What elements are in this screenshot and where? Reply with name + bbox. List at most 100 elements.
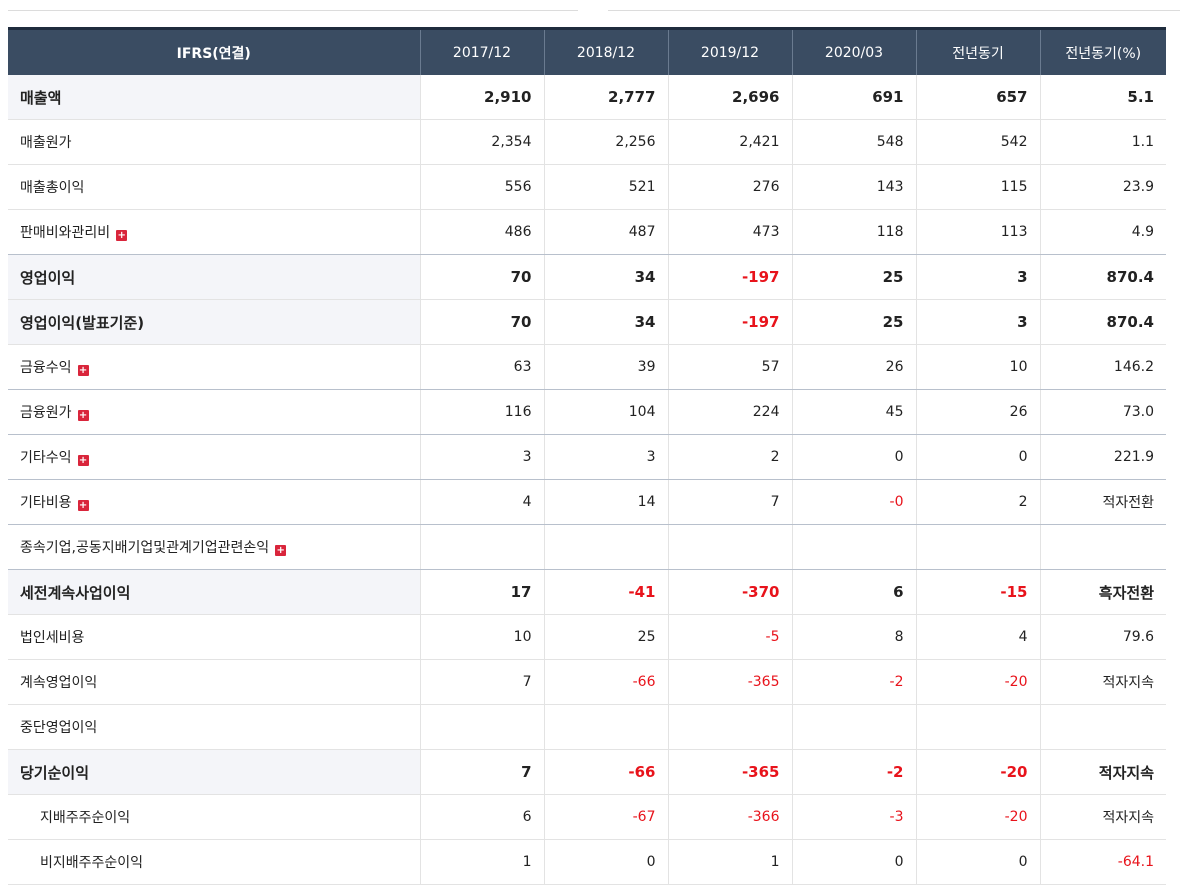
value-cell: 4 [915, 614, 1040, 660]
value-cell [915, 524, 1040, 570]
row-label-cell: 영업이익(발표기준) [8, 299, 420, 345]
value-cell [1039, 524, 1166, 570]
table-row: 법인세비용 10 25 -5 8 4 79.6 [8, 614, 1166, 660]
value-cell: 691 [791, 75, 916, 120]
value-cell: 적자지속 [1039, 659, 1166, 705]
value-cell: -41 [543, 569, 668, 615]
value-cell: 0 [791, 839, 916, 885]
row-label-cell: 매출총이익 [8, 164, 420, 210]
expand-plus-icon[interactable]: + [275, 545, 287, 556]
row-label: 금융원가 [20, 405, 72, 421]
value-cell: 10 [419, 614, 544, 660]
value-cell: 2 [915, 479, 1040, 525]
value-cell: 적자지속 [1039, 794, 1166, 840]
table-row: 기타비용 +4 14 7 -0 2 적자전환 [8, 479, 1166, 525]
value-cell: 521 [543, 164, 668, 210]
value-cell [667, 704, 792, 750]
value-cell: 79.6 [1039, 614, 1166, 660]
table-row: 판매비와관리비 +486 487 473 118 113 4.9 [8, 209, 1166, 255]
table-row: 계속영업이익 7 -66 -365 -2 -20 적자지속 [8, 659, 1166, 705]
value-cell: 34 [543, 254, 668, 300]
table-row: 지배주주순이익 6 -67 -366 -3 -20 적자지속 [8, 794, 1166, 840]
value-cell: 70 [419, 254, 544, 300]
table-row: 종속기업,공동지배기업및관계기업관련손익 + [8, 524, 1166, 570]
value-cell: 104 [543, 389, 668, 435]
value-cell: 224 [667, 389, 792, 435]
row-label: 비지배주주순이익 [40, 855, 144, 871]
row-label-cell: 비지배주주순이익 [8, 839, 420, 885]
value-cell: 14 [543, 479, 668, 525]
value-cell: -365 [667, 659, 792, 705]
row-label-cell: 기타수익 + [8, 434, 420, 480]
value-cell: 3 [915, 254, 1040, 300]
value-cell: 34 [543, 299, 668, 345]
value-cell: 3 [915, 299, 1040, 345]
value-cell: -66 [543, 659, 668, 705]
value-cell: 1 [667, 839, 792, 885]
row-label: 매출총이익 [20, 180, 85, 196]
value-cell: -64.1 [1039, 839, 1166, 885]
value-cell: -20 [915, 749, 1040, 795]
value-cell: -197 [667, 254, 792, 300]
value-cell: 487 [543, 209, 668, 255]
expand-plus-icon[interactable]: + [77, 455, 89, 466]
row-label: 당기순이익 [20, 763, 90, 782]
expand-plus-icon[interactable]: + [116, 230, 128, 241]
row-label: 지배주주순이익 [40, 810, 131, 826]
row-label-cell: 중단영업이익 [8, 704, 420, 750]
value-cell: -66 [543, 749, 668, 795]
value-cell: 2,910 [419, 75, 544, 120]
row-label: 기타비용 [20, 495, 72, 511]
value-cell: 57 [667, 344, 792, 390]
value-cell: 23.9 [1039, 164, 1166, 210]
header-2019-12: 2019/12 [667, 27, 792, 75]
top-divider-left [8, 10, 578, 11]
row-label-cell: 기타비용 + [8, 479, 420, 525]
row-label-cell: 금융원가 + [8, 389, 420, 435]
value-cell: -3 [791, 794, 916, 840]
value-cell: 542 [915, 119, 1040, 165]
value-cell: 73.0 [1039, 389, 1166, 435]
value-cell: 548 [791, 119, 916, 165]
value-cell: 0 [915, 434, 1040, 480]
value-cell: -366 [667, 794, 792, 840]
value-cell: 7 [419, 749, 544, 795]
value-cell [791, 704, 916, 750]
value-cell: 486 [419, 209, 544, 255]
value-cell: -2 [791, 749, 916, 795]
value-cell: 2,777 [543, 75, 668, 120]
value-cell: 흑자전환 [1039, 569, 1166, 615]
value-cell: 25 [791, 254, 916, 300]
value-cell: 0 [543, 839, 668, 885]
value-cell: 2,696 [667, 75, 792, 120]
expand-plus-icon[interactable]: + [77, 410, 89, 421]
table-row: 비지배주주순이익 1 0 1 0 0 -64.1 [8, 839, 1166, 885]
row-label: 기타수익 [20, 450, 72, 466]
row-label: 영업이익 [20, 268, 76, 287]
value-cell: -2 [791, 659, 916, 705]
value-cell: 45 [791, 389, 916, 435]
value-cell: 5.1 [1039, 75, 1166, 120]
row-label-cell: 당기순이익 [8, 749, 420, 795]
expand-plus-icon[interactable]: + [77, 365, 89, 376]
row-label: 종속기업,공동지배기업및관계기업관련손익 [20, 540, 270, 556]
row-label-cell: 매출액 [8, 75, 420, 120]
value-cell: 25 [543, 614, 668, 660]
row-label-cell: 영업이익 [8, 254, 420, 300]
value-cell: -370 [667, 569, 792, 615]
row-label: 영업이익(발표기준) [20, 313, 145, 332]
value-cell: -67 [543, 794, 668, 840]
value-cell: -5 [667, 614, 792, 660]
value-cell: 39 [543, 344, 668, 390]
value-cell: 2,354 [419, 119, 544, 165]
row-label-cell: 법인세비용 [8, 614, 420, 660]
value-cell: 276 [667, 164, 792, 210]
value-cell: 10 [915, 344, 1040, 390]
value-cell: 70 [419, 299, 544, 345]
value-cell: 3 [419, 434, 544, 480]
value-cell: 26 [791, 344, 916, 390]
expand-plus-icon[interactable]: + [77, 500, 89, 511]
value-cell: 556 [419, 164, 544, 210]
value-cell: 적자전환 [1039, 479, 1166, 525]
row-label: 계속영업이익 [20, 675, 98, 691]
